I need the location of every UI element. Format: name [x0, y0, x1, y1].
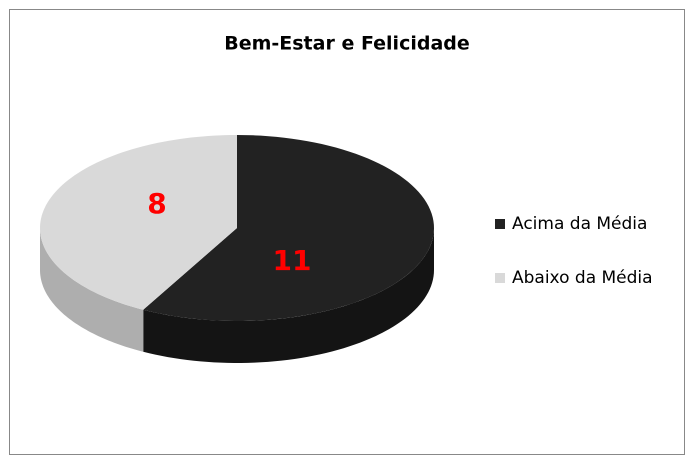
data-label: 8 [147, 187, 166, 220]
legend-swatch [495, 273, 505, 283]
data-label: 11 [273, 244, 312, 277]
chart-title: Bem-Estar e Felicidade [224, 33, 470, 55]
legend-swatch [495, 219, 505, 229]
pie-slice [40, 135, 237, 310]
pie-slice [143, 135, 434, 321]
pie-slice-side [143, 228, 435, 363]
pie-slice-side [40, 228, 144, 352]
legend-label: Abaixo da Média [512, 268, 653, 288]
legend-label: Acima da Média [512, 214, 647, 234]
